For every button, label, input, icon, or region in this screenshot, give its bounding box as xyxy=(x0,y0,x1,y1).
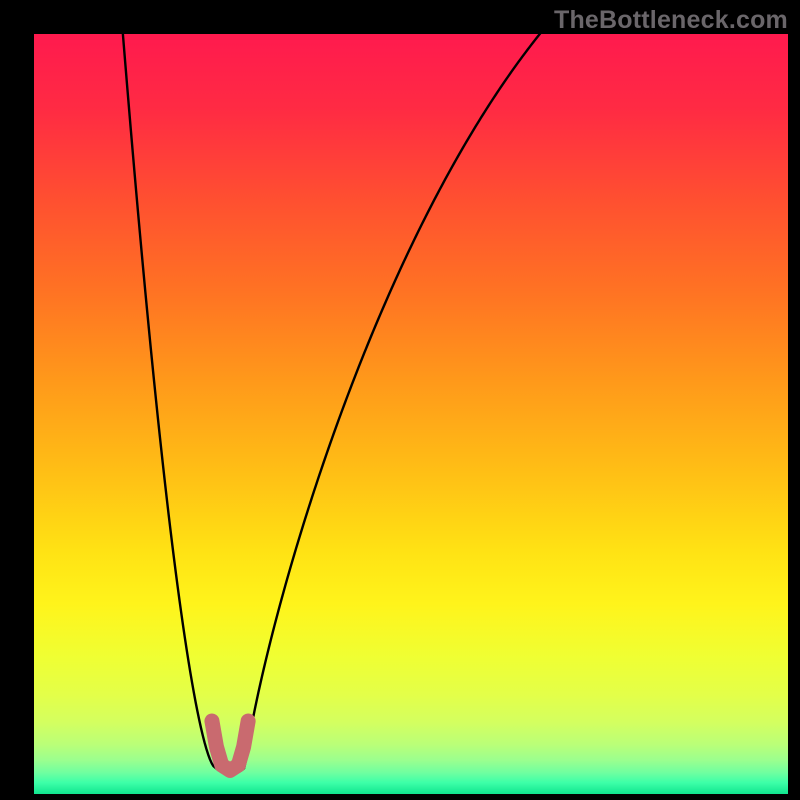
watermark-text: TheBottleneck.com xyxy=(554,6,788,35)
bottleneck-curve xyxy=(123,34,788,774)
bottleneck-curve-layer xyxy=(34,34,788,794)
chart-container: TheBottleneck.com xyxy=(0,0,800,800)
valley-marker xyxy=(212,721,248,770)
